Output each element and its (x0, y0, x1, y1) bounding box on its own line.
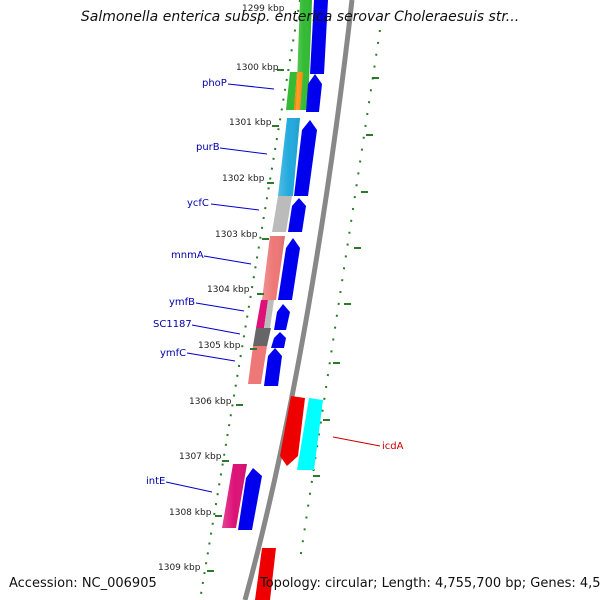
gene-label-SC1187[interactable]: SC1187 (153, 319, 192, 330)
tick-label: 1307 kbp (179, 452, 222, 462)
tick-label: 1305 kbp (198, 341, 241, 351)
gene-arrow-ymfB[interactable] (274, 304, 290, 330)
gene-label-intE[interactable]: intE (146, 476, 165, 487)
gene-arrow-phoP[interactable] (306, 74, 322, 112)
gene-arrow-ymfC[interactable] (264, 348, 282, 386)
backbone-line (242, 0, 355, 600)
gene-label-ymfC[interactable]: ymfC (160, 348, 186, 359)
cog-segment-red-bottom (255, 548, 276, 600)
gene-label-ycfC[interactable]: ycfC (187, 198, 209, 209)
gene-shading (222, 0, 312, 528)
gene-label-phoP[interactable]: phoP (202, 78, 227, 89)
gene-label-icdA[interactable]: icdA (382, 441, 404, 452)
tick-labels: 1299 kbp 1300 kbp 1301 kbp 1302 kbp 1303… (158, 4, 285, 573)
tick-label: 1309 kbp (158, 563, 201, 573)
cog-segment-pink (248, 346, 267, 384)
forward-genes (238, 0, 328, 530)
tick-label: 1306 kbp (189, 397, 232, 407)
gene-label-purB[interactable]: purB (196, 142, 220, 153)
gene-arrow-ycfC[interactable] (288, 198, 306, 232)
gene-arrow-1[interactable] (310, 0, 328, 74)
gene-labels: phoP purB ycfC mnmA ymfB SC1187 ymfC int… (146, 78, 404, 487)
tick-label: 1308 kbp (169, 508, 212, 518)
gene-label-mnmA[interactable]: mnmA (171, 250, 204, 261)
cog-segment-gray (272, 196, 292, 232)
tick-label: 1304 kbp (207, 285, 250, 295)
tick-label: 1299 kbp (242, 4, 285, 14)
gene-arrow-mnmA[interactable] (278, 238, 300, 300)
gene-label-lines (165, 83, 381, 493)
reverse-genes (280, 396, 323, 470)
accession-label: Accession: NC_006905 (9, 576, 157, 591)
gene-arrow-icdA-red[interactable] (280, 396, 305, 466)
tick-marks (207, 69, 379, 572)
map-title: Salmonella enterica subsp. enterica sero… (80, 9, 520, 25)
cog-segment-darkgray (253, 328, 271, 346)
cog-segment-green-2 (286, 72, 297, 110)
tick-label: 1301 kbp (229, 118, 272, 128)
gene-arrow-purB[interactable] (294, 120, 317, 196)
gene-label-ymfB[interactable]: ymfB (169, 297, 195, 308)
tick-label: 1303 kbp (215, 230, 258, 240)
genome-summary: Topology: circular; Length: 4,755,700 bp… (260, 576, 600, 591)
gene-arrow-SC1187[interactable] (271, 332, 286, 348)
tick-label: 1302 kbp (222, 174, 265, 184)
cog-segment-gray-small (264, 300, 274, 328)
tick-label: 1300 kbp (236, 63, 279, 73)
gene-arrow-intE[interactable] (238, 468, 262, 530)
gene-arrow-icdA-cyan[interactable] (297, 398, 323, 470)
outer-dotted-ring (199, 0, 301, 600)
